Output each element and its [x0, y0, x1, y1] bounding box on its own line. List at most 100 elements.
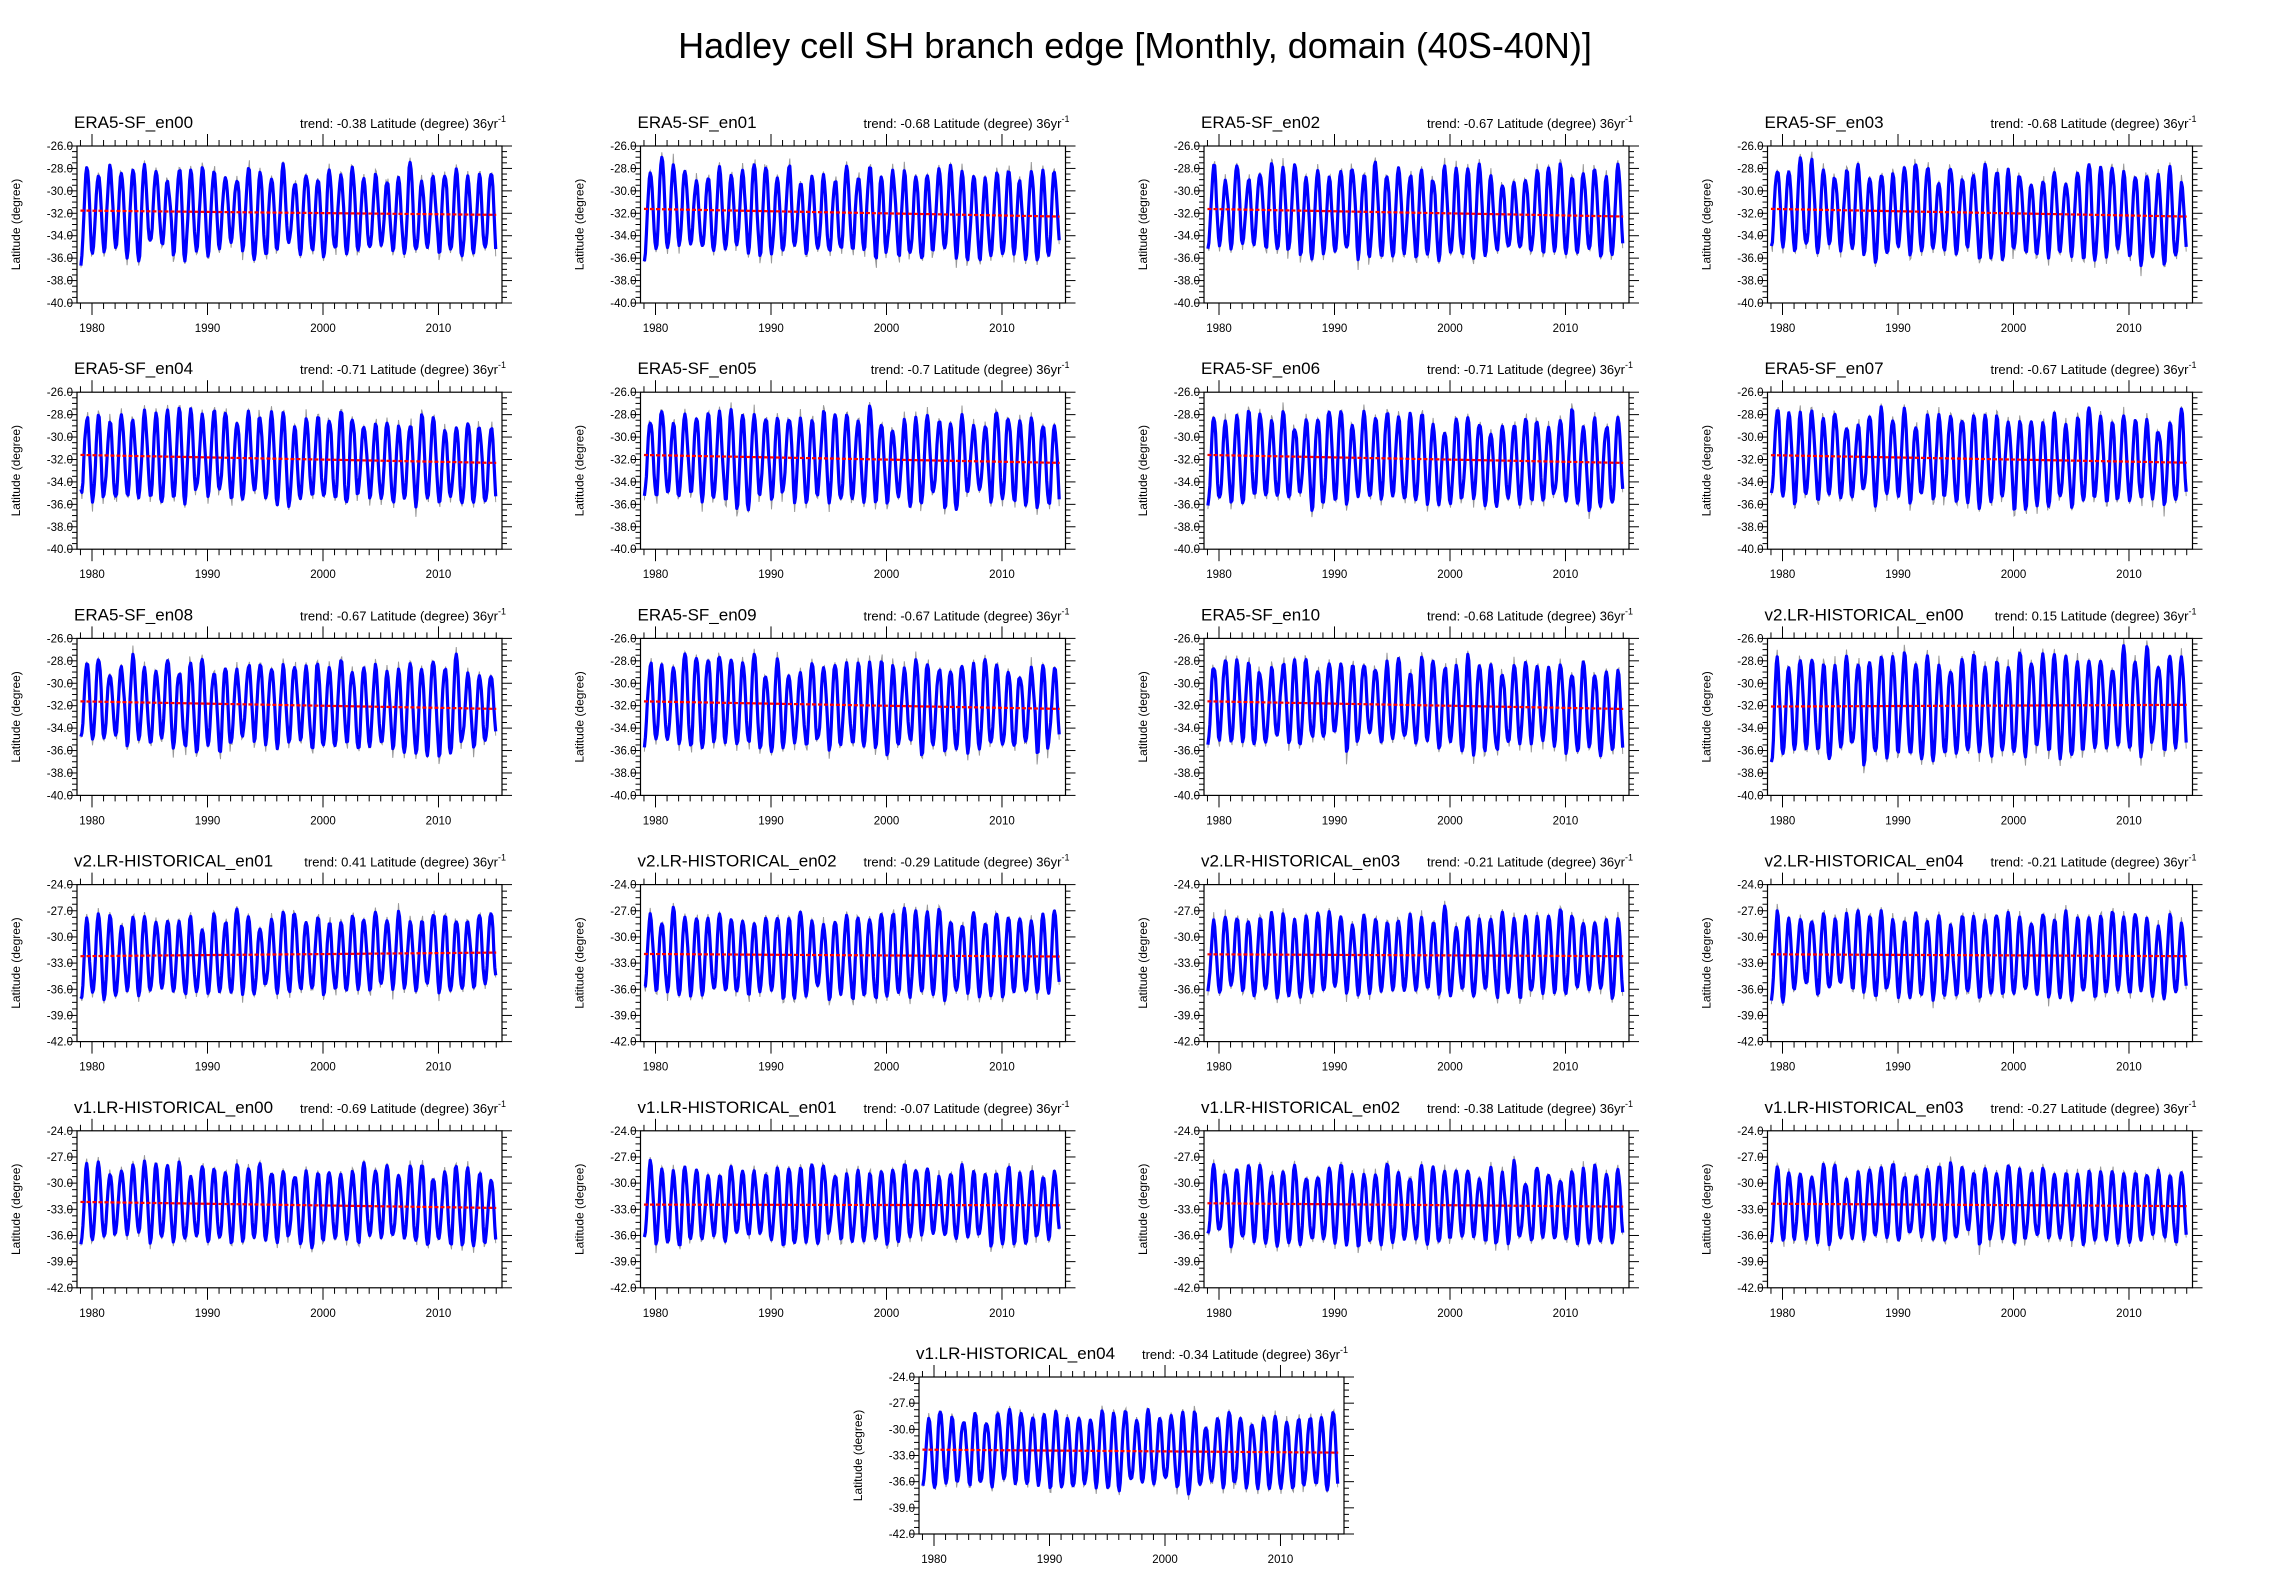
y-tick-label: -39.0	[47, 1257, 73, 1269]
y-tick-label: -32.0	[610, 701, 636, 713]
y-tick-label: -38.0	[1737, 768, 1763, 780]
trend-superscript: -1	[1625, 360, 1633, 370]
trend-line	[1770, 1202, 2187, 1208]
y-tick-label: -40.0	[1174, 298, 1200, 310]
trend-superscript: -1	[1340, 1345, 1348, 1355]
y-tick-label: -32.0	[1174, 701, 1200, 713]
y-tick-label: -36.0	[47, 499, 73, 511]
x-tick-label: 2010	[1553, 815, 1579, 827]
trend-line	[1207, 1202, 1624, 1208]
panel-title: ERA5-SF_en02	[1201, 113, 1320, 132]
y-tick-label: -40.0	[47, 298, 73, 310]
y-tick-label: -36.0	[1174, 253, 1200, 265]
y-tick-label: -26.0	[47, 633, 73, 645]
y-tick-label: -26.0	[610, 141, 636, 153]
panel-title: ERA5-SF_en01	[638, 113, 757, 132]
y-tick-label: -30.0	[610, 1178, 636, 1190]
y-tick-label: -28.0	[1174, 410, 1200, 422]
panel-title: ERA5-SF_en07	[1765, 359, 1884, 378]
panel-title: v1.LR-HISTORICAL_en01	[638, 1098, 837, 1117]
y-tick-label: -34.0	[610, 477, 636, 489]
panel-ERA5-SF_en04: ERA5-SF_en04 trend: -0.71 Latitude (degre…	[9, 359, 512, 581]
x-tick-label: 2010	[426, 1062, 452, 1074]
y-tick-label: -32.0	[1737, 454, 1763, 466]
y-tick-label: -27.0	[1737, 1152, 1763, 1164]
trend-superscript: -1	[1061, 114, 1069, 124]
trend-text: trend: -0.67 Latitude (degree) 36yr	[1427, 116, 1626, 131]
y-tick-label: -28.0	[1174, 656, 1200, 668]
x-tick-label: 1980	[1770, 1062, 1796, 1074]
y-tick-label: -36.0	[1737, 1230, 1763, 1242]
trend-superscript: -1	[498, 114, 506, 124]
smoothed-series-line	[79, 907, 498, 1002]
panel-v2.LR-HISTORICAL_en02: v2.LR-HISTORICAL_en02 trend: -0.29 Latitu…	[573, 852, 1076, 1074]
trend-label: trend: -0.7 Latitude (degree) 36yr-1	[871, 360, 1070, 377]
x-tick-label: 1980	[79, 1062, 105, 1074]
smoothed-series-line	[1206, 408, 1625, 513]
y-tick-label: -38.0	[610, 276, 636, 288]
smoothed-series-line	[79, 1159, 498, 1250]
smoothed-series-line	[921, 1407, 1340, 1496]
x-tick-label: 2000	[1437, 323, 1463, 335]
trend-superscript: -1	[1061, 360, 1069, 370]
x-tick-label: 2010	[1268, 1554, 1294, 1566]
y-tick-label: -38.0	[1174, 276, 1200, 288]
trend-text: trend: -0.68 Latitude (degree) 36yr	[863, 116, 1062, 131]
y-tick-label: -36.0	[889, 1477, 915, 1489]
y-tick-label: -30.0	[610, 932, 636, 944]
trend-label: trend: -0.71 Latitude (degree) 36yr-1	[1427, 360, 1633, 377]
smoothed-series-line	[1769, 156, 2188, 268]
y-tick-label: -30.0	[1737, 932, 1763, 944]
smoothed-series-line	[1206, 160, 1625, 263]
y-axis-label: Latitude (degree)	[1136, 671, 1150, 762]
trend-line	[922, 1448, 1339, 1454]
y-tick-label: -42.0	[610, 1283, 636, 1295]
y-tick-label: -42.0	[1174, 1037, 1200, 1049]
y-axis-label: Latitude (degree)	[1700, 671, 1714, 762]
panel-title: ERA5-SF_en03	[1765, 113, 1884, 132]
y-tick-label: -32.0	[1737, 701, 1763, 713]
y-tick-label: -27.0	[1174, 1152, 1200, 1164]
trend-line	[80, 453, 497, 465]
trend-superscript: -1	[1061, 853, 1069, 863]
x-tick-label: 2010	[2116, 815, 2142, 827]
panel-title: v2.LR-HISTORICAL_en04	[1765, 852, 1964, 871]
y-tick-label: -30.0	[1737, 1178, 1763, 1190]
y-tick-label: -36.0	[47, 253, 73, 265]
y-tick-label: -24.0	[610, 880, 636, 892]
x-tick-label: 1980	[1770, 815, 1796, 827]
y-tick-label: -26.0	[1737, 633, 1763, 645]
x-tick-label: 2000	[874, 323, 900, 335]
trend-text: trend: -0.71 Latitude (degree) 36yr	[1427, 362, 1626, 377]
trend-superscript: -1	[1625, 1099, 1633, 1109]
x-tick-label: 2000	[2001, 569, 2027, 581]
panel-v2.LR-HISTORICAL_en01: v2.LR-HISTORICAL_en01 trend: 0.41 Latitud…	[9, 852, 512, 1074]
panel-v2.LR-HISTORICAL_en00: v2.LR-HISTORICAL_en00 trend: 0.15 Latitud…	[1700, 605, 2203, 827]
y-tick-label: -40.0	[610, 544, 636, 556]
y-tick-label: -27.0	[1737, 906, 1763, 918]
trend-label: trend: -0.34 Latitude (degree) 36yr-1	[1142, 1345, 1348, 1362]
y-tick-label: -36.0	[610, 253, 636, 265]
x-tick-label: 2000	[310, 569, 336, 581]
y-tick-label: -34.0	[47, 231, 73, 243]
panel-title: v2.LR-HISTORICAL_en03	[1201, 852, 1400, 871]
trend-line	[1770, 703, 2187, 708]
trend-line	[643, 700, 1060, 710]
panel-ERA5-SF_en05: ERA5-SF_en05 trend: -0.7 Latitude (degree…	[573, 359, 1076, 581]
panel-ERA5-SF_en07: ERA5-SF_en07 trend: -0.67 Latitude (degre…	[1700, 359, 2203, 581]
trend-superscript: -1	[2188, 1099, 2196, 1109]
x-tick-label: 2010	[989, 1062, 1015, 1074]
panel-ERA5-SF_en03: ERA5-SF_en03 trend: -0.68 Latitude (degre…	[1700, 113, 2203, 335]
trend-line	[1207, 700, 1624, 711]
y-tick-label: -33.0	[889, 1451, 915, 1463]
panel-v1.LR-HISTORICAL_en01: v1.LR-HISTORICAL_en01 trend: -0.07 Latitu…	[573, 1098, 1076, 1320]
x-tick-label: 1990	[758, 815, 784, 827]
y-tick-label: -30.0	[610, 432, 636, 444]
smoothed-series-line	[642, 155, 1061, 262]
trend-label: trend: -0.07 Latitude (degree) 36yr-1	[863, 1099, 1069, 1116]
y-tick-label: -30.0	[889, 1424, 915, 1436]
x-tick-label: 1980	[79, 323, 105, 335]
trend-line	[80, 1200, 497, 1210]
x-tick-label: 1990	[1885, 1062, 1911, 1074]
y-tick-label: -34.0	[1737, 723, 1763, 735]
